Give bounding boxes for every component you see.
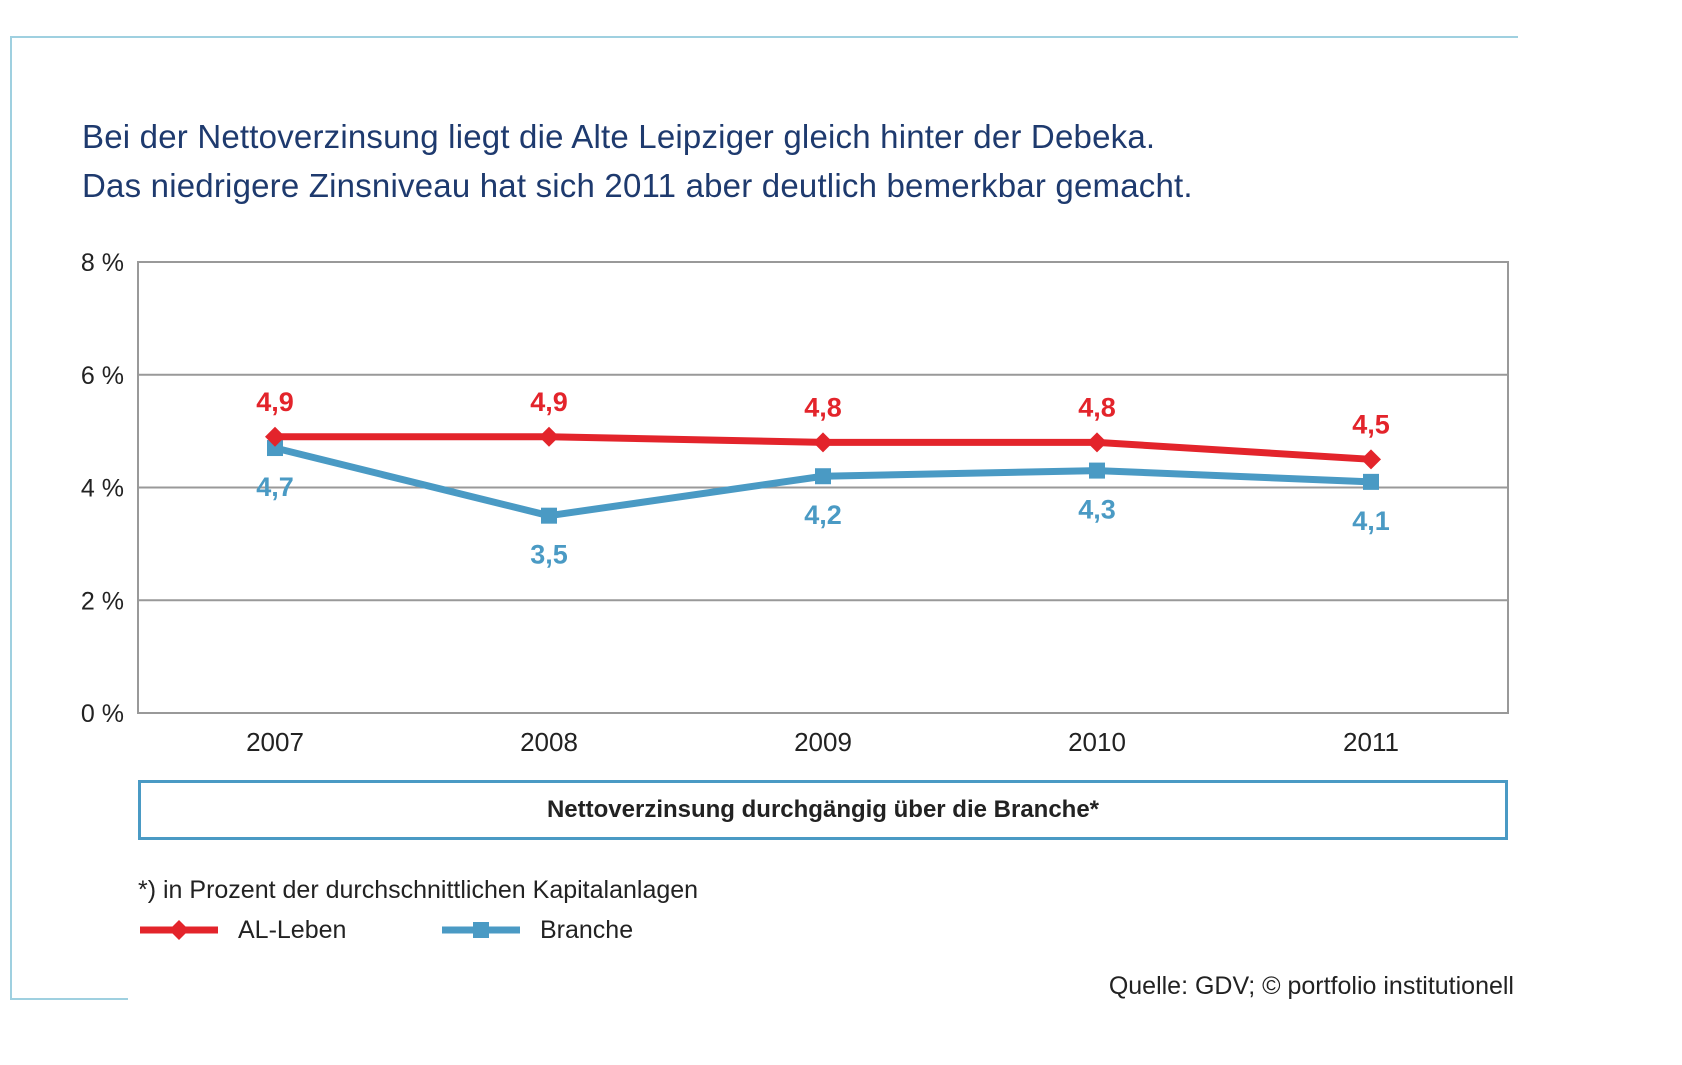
- data-label-branche: 3,5: [530, 540, 568, 570]
- y-tick-label: 0 %: [81, 700, 124, 728]
- data-label-branche: 4,3: [1078, 495, 1116, 525]
- data-label-al-leben: 4,5: [1352, 409, 1390, 439]
- data-point-branche: [815, 468, 831, 485]
- legend-item-al-leben: AL-Leben: [138, 912, 346, 948]
- data-label-al-leben: 4,8: [804, 392, 842, 422]
- y-tick-label: 8 %: [81, 249, 124, 277]
- data-label-al-leben: 4,8: [1078, 392, 1116, 422]
- frame-top-border: [10, 36, 1518, 38]
- x-tick-label: 2010: [1068, 727, 1126, 757]
- x-tick-label: 2009: [794, 727, 852, 757]
- data-point-branche: [1363, 473, 1379, 490]
- data-point-al-leben: [1361, 449, 1381, 470]
- data-point-al-leben: [265, 426, 285, 447]
- legend-swatch-branche: [442, 922, 520, 938]
- x-tick-label: 2007: [246, 727, 304, 757]
- data-point-al-leben: [1087, 432, 1107, 453]
- y-tick-label: 2 %: [81, 587, 124, 615]
- data-point-al-leben: [539, 426, 559, 447]
- footnote: *) in Prozent der durchschnittlichen Kap…: [138, 876, 699, 904]
- legend-swatch-al-leben: [140, 920, 218, 940]
- data-point-branche: [1089, 462, 1105, 479]
- line-chart: 0 % 2 % 4 % 6 % 8 % 2007 2008 2009 2010 2011 4,7 3,…: [81, 249, 1509, 757]
- frame-bottom-border: [10, 998, 128, 1000]
- data-label-al-leben: 4,9: [256, 387, 294, 417]
- data-point-branche: [541, 507, 557, 524]
- headline-line-1: Bei der Nettoverzinsung liegt die Alte L…: [82, 118, 1156, 155]
- legend-item-branche: Branche: [440, 912, 633, 948]
- y-tick-label: 4 %: [81, 475, 124, 503]
- data-label-branche: 4,1: [1352, 506, 1390, 536]
- data-label-branche: 4,7: [256, 472, 294, 502]
- data-point-branche: [267, 440, 283, 457]
- headline: Bei der Nettoverzinsung liegt die Alte L…: [82, 112, 1193, 210]
- x-tick-label: 2008: [520, 727, 578, 757]
- headline-line-2: Das niedrigere Zinsniveau hat sich 2011 …: [82, 167, 1193, 204]
- legend-label-al-leben: AL-Leben: [238, 915, 347, 944]
- y-tick-label: 6 %: [81, 362, 124, 390]
- caption-box: Nettoverzinsung durchgängig über die Bra…: [138, 780, 1508, 840]
- caption-text: Nettoverzinsung durchgängig über die Bra…: [546, 796, 1100, 823]
- data-label-branche: 4,2: [804, 500, 842, 530]
- data-label-al-leben: 4,9: [530, 387, 568, 417]
- x-tick-label: 2011: [1343, 727, 1399, 757]
- frame-left-border: [10, 36, 12, 998]
- source-note: Quelle: GDV; © portfolio institutionell: [1108, 972, 1514, 1000]
- legend-label-branche: Branche: [540, 915, 634, 944]
- data-point-al-leben: [813, 432, 833, 453]
